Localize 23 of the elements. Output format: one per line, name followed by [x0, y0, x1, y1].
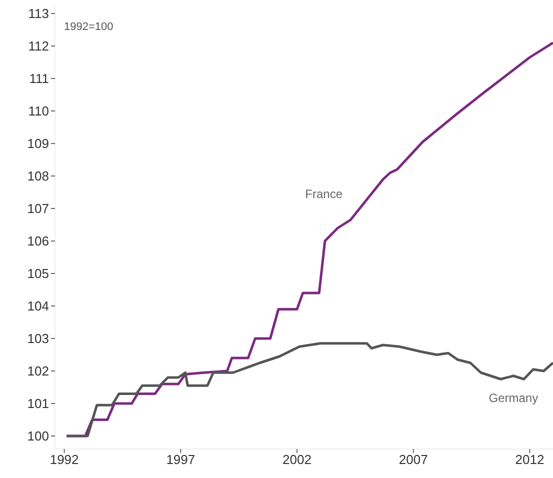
y-tick-label: 106: [27, 234, 49, 249]
y-tick-label: 112: [28, 38, 49, 54]
x-tick-label: 2007: [398, 452, 428, 468]
x-tick-label: 1997: [166, 452, 196, 468]
annotation: 1992=100: [64, 21, 114, 33]
y-tick-label: 110: [28, 104, 49, 119]
y-tick-label: 113: [28, 6, 49, 22]
series-label: France: [305, 186, 343, 201]
y-tick-label: 107: [27, 201, 49, 216]
y-tick-label: 108: [27, 168, 49, 184]
y-tick-label: 104: [27, 298, 49, 314]
y-tick-label: 102: [27, 364, 49, 379]
line-series: [65, 342, 553, 438]
series-label: Germany: [488, 390, 538, 405]
y-tick-label: 103: [27, 331, 49, 346]
y-tick-label: 109: [27, 136, 49, 152]
y-tick-label: 105: [27, 266, 49, 282]
x-tick-label: 1992: [50, 452, 79, 468]
y-tick-label: 101: [27, 396, 49, 412]
y-tick-label: 100: [27, 428, 49, 444]
y-tick-label: 111: [29, 71, 49, 86]
x-tick-label: 2002: [282, 452, 312, 468]
x-tick-label: 2012: [515, 452, 544, 468]
